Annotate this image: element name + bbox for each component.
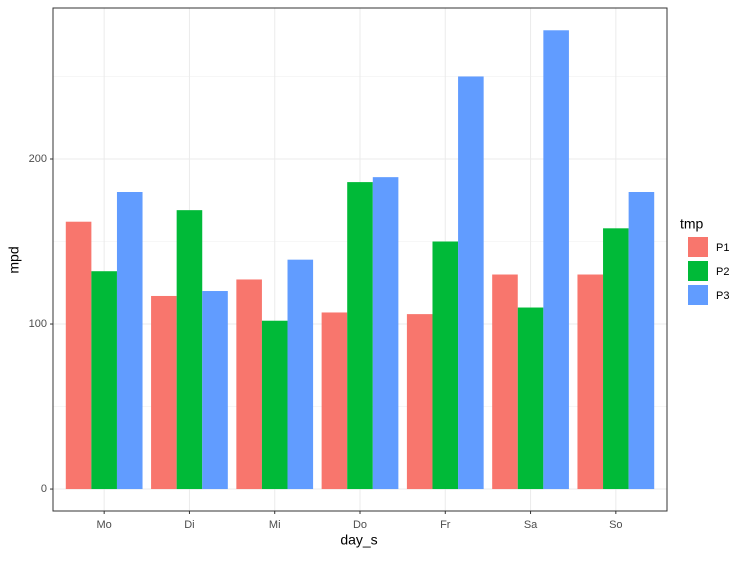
bar [287, 259, 314, 490]
legend-key [688, 285, 708, 305]
bar [65, 221, 92, 490]
bar [261, 320, 288, 490]
bar [347, 182, 373, 490]
bar [628, 192, 655, 490]
y-tick-label: 0 [41, 483, 47, 495]
legend-label: P2 [716, 266, 729, 278]
bar [151, 295, 177, 490]
bars [65, 30, 655, 490]
x-tick-label: Mi [269, 519, 281, 531]
y-tick-label: 200 [29, 153, 47, 165]
legend-title: tmp [680, 216, 704, 232]
x-tick-label: So [609, 519, 622, 531]
bar [577, 274, 604, 490]
bar [91, 271, 117, 490]
x-tick-label: Do [353, 519, 367, 531]
bar [321, 312, 348, 490]
bar [202, 291, 228, 490]
x-tick-label: Sa [524, 519, 538, 531]
bar [492, 274, 518, 490]
x-tick-label: Mo [97, 519, 112, 531]
y-tick-label: 100 [29, 318, 47, 330]
bar [372, 177, 399, 490]
bar [543, 30, 569, 490]
bar [176, 210, 203, 490]
bar [517, 307, 544, 490]
x-axis-label: day_s [340, 532, 377, 548]
bar [603, 228, 629, 490]
legend-label: P1 [716, 242, 729, 254]
bar [116, 192, 143, 490]
bar [406, 314, 433, 490]
x-tick-label: Fr [440, 519, 451, 531]
bar [432, 241, 459, 490]
y-axis-label: mpd [6, 246, 22, 273]
legend-label: P3 [716, 290, 729, 302]
legend-key [688, 237, 708, 257]
bar [458, 76, 484, 490]
legend-key [688, 261, 708, 281]
x-tick-label: Di [184, 519, 194, 531]
bar [236, 279, 262, 490]
